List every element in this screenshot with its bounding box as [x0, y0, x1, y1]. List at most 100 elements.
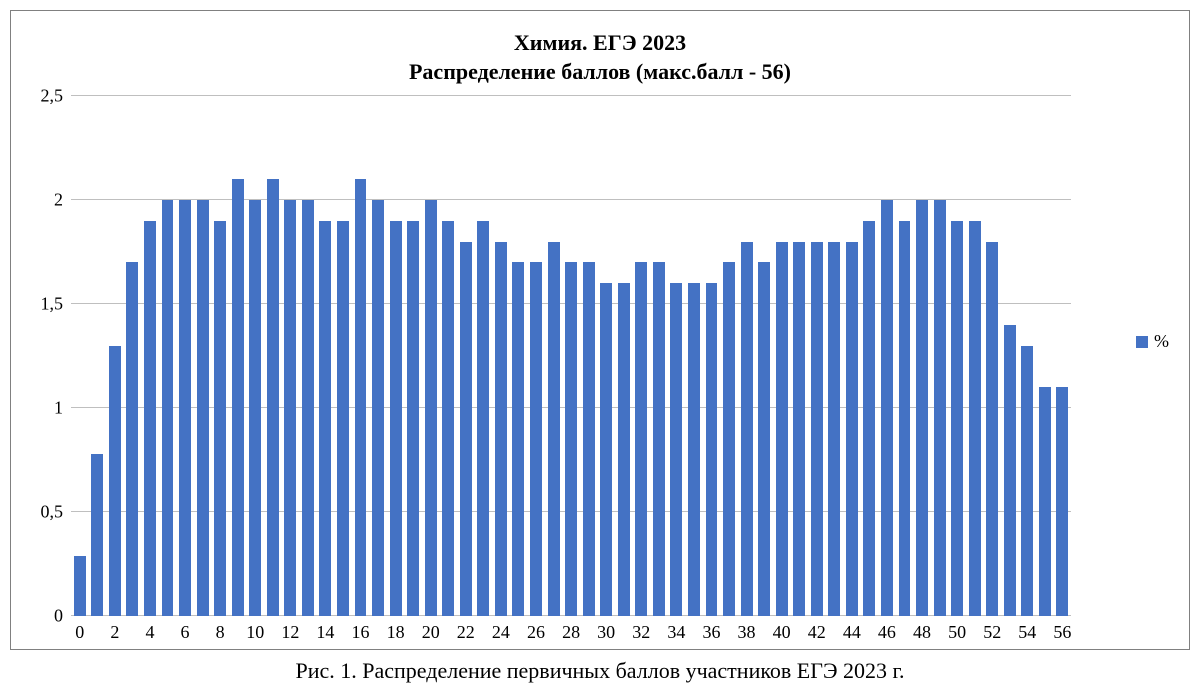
bar [846, 242, 858, 616]
x-axis-label: 42 [808, 622, 826, 643]
bar-slot: 34 [668, 96, 686, 616]
legend-label: % [1154, 331, 1169, 352]
bar-slot [826, 96, 844, 616]
bar [214, 221, 226, 616]
y-axis-label: 0,5 [41, 502, 64, 523]
bar-slot: 0 [71, 96, 89, 616]
x-axis-label: 14 [316, 622, 334, 643]
bar [811, 242, 823, 616]
x-axis-label: 32 [632, 622, 650, 643]
bar-slot [334, 96, 352, 616]
bar [372, 200, 384, 616]
bar-slot [124, 96, 142, 616]
x-axis-label: 48 [913, 622, 931, 643]
x-axis-label: 10 [246, 622, 264, 643]
bar-slot: 6 [176, 96, 194, 616]
bar [355, 179, 367, 616]
x-axis-label: 44 [843, 622, 861, 643]
bar [758, 262, 770, 616]
x-axis-label: 8 [216, 622, 225, 643]
bar-slot: 42 [808, 96, 826, 616]
bar [179, 200, 191, 616]
bar [1039, 387, 1051, 616]
bar-slot: 48 [913, 96, 931, 616]
bar [916, 200, 928, 616]
chart-title: Химия. ЕГЭ 2023 Распределение баллов (ма… [11, 11, 1189, 86]
bar [1056, 387, 1068, 616]
bar-slot [580, 96, 598, 616]
bar-slot [404, 96, 422, 616]
bar [969, 221, 981, 616]
bar [249, 200, 261, 616]
bar [267, 179, 279, 616]
bar [899, 221, 911, 616]
bar [302, 200, 314, 616]
bar-slot: 20 [422, 96, 440, 616]
bar-slot: 50 [948, 96, 966, 616]
bar-slot: 14 [317, 96, 335, 616]
x-axis-label: 52 [983, 622, 1001, 643]
bar [284, 200, 296, 616]
bar [495, 242, 507, 616]
x-axis-label: 50 [948, 622, 966, 643]
x-axis-label: 36 [702, 622, 720, 643]
legend-swatch [1136, 336, 1148, 348]
bar-slot: 30 [597, 96, 615, 616]
bar-slot [89, 96, 107, 616]
legend: % [1136, 331, 1169, 352]
bar [442, 221, 454, 616]
bar-slot: 52 [983, 96, 1001, 616]
x-axis-label: 26 [527, 622, 545, 643]
bar-slot [896, 96, 914, 616]
bar [1021, 346, 1033, 616]
y-axis-label: 0 [54, 606, 63, 627]
bar-slot [790, 96, 808, 616]
bar-slot [1001, 96, 1019, 616]
bar [741, 242, 753, 616]
bar-slot: 10 [246, 96, 264, 616]
bar [425, 200, 437, 616]
bar-slot [861, 96, 879, 616]
bar [407, 221, 419, 616]
x-axis-label: 16 [352, 622, 370, 643]
bar-slot [369, 96, 387, 616]
bar-slot: 16 [352, 96, 370, 616]
x-axis-label: 20 [422, 622, 440, 643]
bar-slot: 12 [282, 96, 300, 616]
bar [863, 221, 875, 616]
bar [565, 262, 577, 616]
bar [91, 454, 103, 616]
bar-slot: 38 [738, 96, 756, 616]
bar [653, 262, 665, 616]
bar [600, 283, 612, 616]
bar [934, 200, 946, 616]
x-axis-label: 30 [597, 622, 615, 643]
title-line-1: Химия. ЕГЭ 2023 [11, 29, 1189, 58]
bar-slot [720, 96, 738, 616]
bar-slot [194, 96, 212, 616]
bar [723, 262, 735, 616]
bar-slot: 24 [492, 96, 510, 616]
bar-slot [510, 96, 528, 616]
bar-slot: 32 [633, 96, 651, 616]
bar [162, 200, 174, 616]
x-axis-label: 46 [878, 622, 896, 643]
y-axis-label: 1,5 [41, 294, 64, 315]
figure-caption: Рис. 1. Распределение первичных баллов у… [10, 658, 1190, 684]
bar [144, 221, 156, 616]
x-axis-label: 56 [1053, 622, 1071, 643]
y-axis-label: 2 [54, 190, 63, 211]
x-axis-label: 0 [75, 622, 84, 643]
x-axis-label: 38 [738, 622, 756, 643]
bar [337, 221, 349, 616]
bar-slot: 56 [1054, 96, 1072, 616]
x-axis-label: 12 [281, 622, 299, 643]
x-axis-label: 34 [667, 622, 685, 643]
title-line-2: Распределение баллов (макс.балл - 56) [11, 58, 1189, 87]
bar-slot: 54 [1019, 96, 1037, 616]
x-axis-label: 24 [492, 622, 510, 643]
bar-slot [264, 96, 282, 616]
bar [635, 262, 647, 616]
bar-slot [755, 96, 773, 616]
x-axis-label: 2 [110, 622, 119, 643]
